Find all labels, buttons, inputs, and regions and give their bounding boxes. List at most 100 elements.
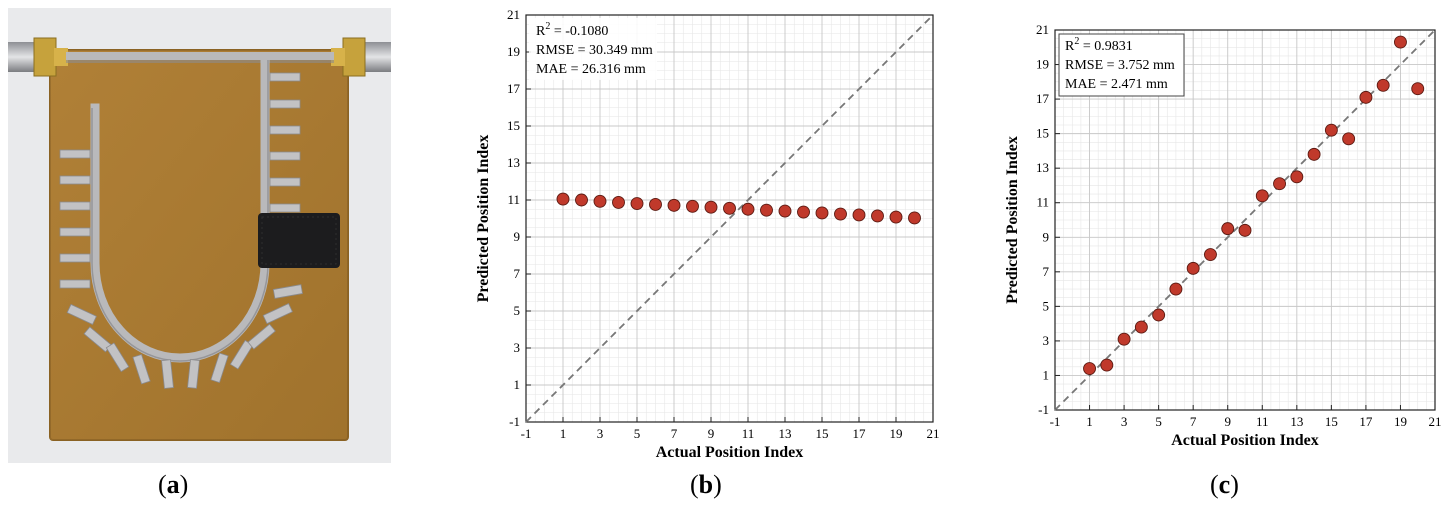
y-tick-label: 17: [1036, 91, 1050, 106]
y-tick-label: 15: [507, 118, 520, 133]
left-stubs: [59, 149, 91, 289]
x-tick-label: 11: [1256, 414, 1269, 429]
x-tick-label: 5: [634, 426, 641, 441]
x-tick-label: 5: [1155, 414, 1162, 429]
chart-c: -1 1 3 5 7 9 11 13 15 17 19 21-113579111315171921Ac…: [1005, 22, 1442, 449]
data-point: [871, 209, 884, 223]
x-tick-label: 11: [742, 426, 755, 441]
x-tick-label: 7: [671, 426, 678, 441]
y-tick-label: 11: [1036, 195, 1049, 210]
mae-text: MAE = 26.316 mm: [536, 62, 646, 77]
data-point: [649, 197, 662, 211]
y-tick-label: 3: [514, 340, 521, 355]
y-tick-label: 17: [507, 81, 521, 96]
x-tick-label: 3: [597, 426, 604, 441]
x-tick-label: 9: [1224, 414, 1231, 429]
x-tick-label: 21: [927, 426, 940, 441]
connector-left: [8, 37, 68, 77]
caption-a: (a): [158, 470, 189, 499]
data-point: [612, 195, 625, 209]
data-point: [1342, 132, 1356, 146]
y-tick-label: 3: [1043, 333, 1050, 348]
data-point: [1083, 362, 1096, 375]
y-tick-label: 11: [507, 192, 520, 207]
plot-frame: [525, 14, 934, 423]
mae-text: MAE = 2.471 mm: [1065, 77, 1168, 92]
y-tick-label: -1: [1038, 402, 1049, 417]
y-tick-label: 21: [1036, 22, 1049, 37]
data-point: [889, 210, 903, 224]
x-tick-label: 21: [1429, 414, 1442, 429]
rmse-text: RMSE = 30.349 mm: [536, 43, 653, 58]
data-point: [667, 198, 681, 212]
x-tick-label: 1: [560, 426, 567, 441]
x-tick-label: 9: [708, 426, 715, 441]
data-point: [778, 204, 792, 218]
y-tick-label: 1: [514, 377, 521, 392]
data-points: [556, 192, 921, 225]
data-point: [1238, 223, 1252, 237]
x-tick-label: 17: [1359, 414, 1373, 429]
metrics-box: [1058, 33, 1185, 97]
data-point: [1134, 320, 1148, 334]
x-tick-label: 13: [1290, 414, 1303, 429]
x-axis-label: Actual Position Index: [656, 444, 804, 461]
data-point: [760, 203, 773, 217]
data-point: [556, 192, 570, 206]
data-point: [1221, 222, 1235, 236]
data-point: [741, 202, 755, 216]
y-tick-label: 13: [507, 155, 520, 170]
y-axis-label: Predicted Position Index: [1005, 136, 1021, 304]
y-tick-label: 9: [514, 229, 521, 244]
y-tick-label: 1: [1043, 367, 1050, 382]
data-point: [723, 201, 736, 215]
feed-line: [66, 52, 334, 60]
chart-b: -1 1 3 5 7 9 11 13 15 17 19 21-113579111315171921Ac…: [475, 7, 940, 461]
data-point: [1411, 82, 1425, 96]
x-axis-label: Actual Position Index: [1171, 432, 1319, 449]
plot-frame: [1054, 29, 1436, 411]
foam-block: [258, 213, 340, 268]
metrics-annotation: R2 = 0.9831 RMSE = 3.752 mm MAE = 2.471 mm: [1058, 33, 1185, 97]
y-tick-label: 21: [507, 7, 520, 22]
y-axis-label: Predicted Position Index: [475, 135, 492, 303]
data-point: [1100, 358, 1114, 372]
data-point: [1186, 261, 1200, 275]
r2-text: R2 = 0.9831: [1065, 36, 1133, 54]
reference-line: [1054, 29, 1436, 411]
data-point: [1324, 123, 1338, 137]
x-tick-label: 3: [1121, 414, 1128, 429]
x-tick-label: 19: [1394, 414, 1407, 429]
data-point: [1394, 35, 1407, 49]
data-point: [1376, 78, 1390, 92]
data-point: [593, 194, 607, 208]
pcb-photo: [8, 8, 391, 463]
data-point: [575, 193, 588, 207]
data-point: [1359, 90, 1373, 104]
data-point: [630, 197, 644, 210]
x-tick-label: 1: [1086, 414, 1093, 429]
x-tick-label: 13: [779, 426, 792, 441]
u-resonator: [90, 55, 270, 363]
y-tick-label: 15: [1036, 126, 1049, 141]
metrics-bg: [529, 18, 657, 80]
data-point: [1307, 147, 1321, 161]
data-point: [1117, 332, 1131, 346]
y-tick-label: 13: [1036, 160, 1049, 175]
y-tick-label: 19: [1036, 57, 1049, 72]
y-tick-label: 5: [1043, 298, 1050, 313]
metrics-annotation: R2 = -0.1080 RMSE = 30.349 mm MAE = 26.316…: [529, 18, 657, 80]
data-point: [834, 207, 847, 221]
y-tick-label: 7: [1043, 264, 1050, 279]
y-tick-label: 7: [514, 266, 521, 281]
y-tick-label: 19: [507, 44, 520, 59]
x-tick-label: 7: [1190, 414, 1197, 429]
x-tick-label: -1: [1050, 414, 1061, 429]
data-point: [1204, 248, 1217, 261]
data-point: [1169, 282, 1183, 296]
y-tick-label: -1: [509, 414, 520, 429]
caption-c: (c): [1210, 470, 1239, 499]
data-point: [797, 205, 810, 219]
